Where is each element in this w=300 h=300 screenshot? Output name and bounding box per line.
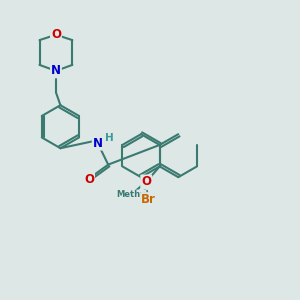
Text: O: O [51,28,61,41]
Text: N: N [51,64,61,77]
Text: O: O [141,176,151,188]
Text: Br: Br [141,193,156,206]
Text: Methyl: Methyl [116,190,148,199]
Text: N: N [93,136,103,150]
Text: O: O [84,173,94,186]
Text: H: H [105,133,113,143]
